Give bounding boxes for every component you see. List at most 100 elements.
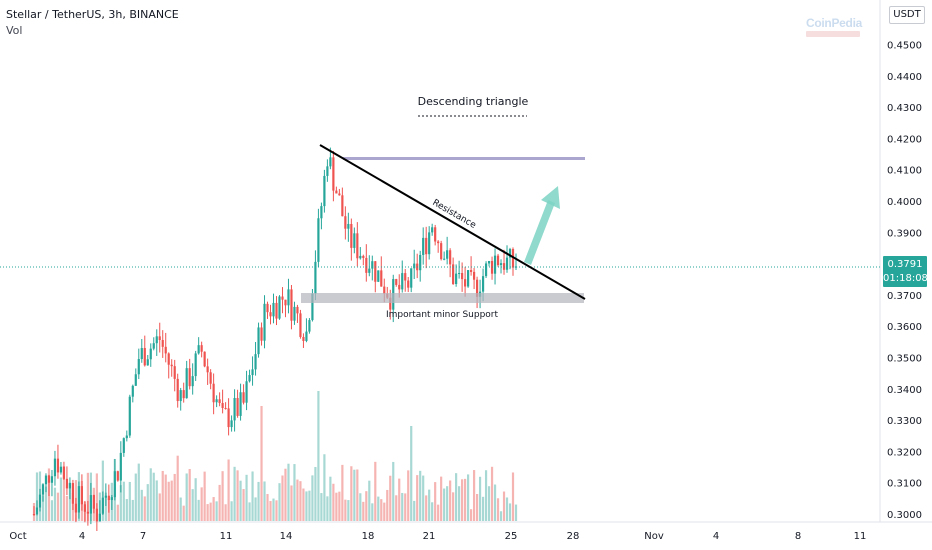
- last-price-label: 0.3791 01:18:08: [883, 256, 928, 287]
- volume-bar: [302, 488, 305, 521]
- candle-down: [437, 241, 440, 244]
- volume-bar: [440, 476, 443, 521]
- volume-bar: [233, 466, 236, 521]
- volume-bar: [514, 504, 518, 521]
- volume-bar: [143, 496, 146, 521]
- candle-up: [125, 435, 128, 439]
- volume-bar: [487, 486, 491, 521]
- candle-up: [431, 227, 434, 233]
- volume-bar: [167, 481, 170, 521]
- candle-up: [194, 353, 197, 377]
- candle-up: [410, 268, 413, 288]
- candle-up: [68, 483, 72, 489]
- candle-down: [161, 340, 164, 347]
- volume-bar: [56, 492, 60, 521]
- volume-bar: [293, 464, 296, 521]
- candle-down: [212, 383, 215, 403]
- bar-countdown: 01:18:08: [883, 273, 928, 284]
- candle-up: [329, 157, 332, 167]
- candle-down: [95, 508, 98, 522]
- coinpedia-watermark: CoinPedia: [806, 16, 868, 38]
- candle-up: [326, 166, 329, 176]
- candle-down: [350, 223, 353, 248]
- candle-up: [239, 392, 242, 416]
- volume-bar: [365, 491, 368, 521]
- volume-bar: [65, 495, 69, 521]
- price-tick-label: 0.3900: [887, 228, 922, 239]
- candle-down: [425, 237, 428, 255]
- candle-up: [368, 268, 371, 273]
- volume-bar: [401, 492, 404, 521]
- volume-bar: [251, 471, 254, 521]
- volume-bar: [185, 473, 188, 521]
- volume-bar: [490, 466, 494, 521]
- candle-down: [65, 478, 69, 489]
- time-tick-label: 21: [423, 531, 436, 542]
- time-tick-label: 14: [280, 531, 293, 542]
- candle-up: [278, 296, 281, 319]
- support-label: Important minor Support: [386, 310, 499, 320]
- volume-bar: [466, 474, 470, 521]
- volume-bar: [191, 489, 194, 521]
- volume-bar: [481, 496, 485, 521]
- time-tick-label: 8: [795, 531, 801, 542]
- candle-down: [86, 511, 89, 514]
- volume-bar: [461, 479, 464, 521]
- candle-down: [469, 270, 473, 272]
- candle-down: [449, 250, 452, 265]
- volume-bar: [386, 489, 389, 521]
- symbol-title[interactable]: Stellar / TetherUS, 3h, BINANCE: [6, 8, 179, 21]
- candle-up: [137, 359, 140, 375]
- candle-up: [413, 263, 416, 269]
- volume-bar: [428, 489, 431, 521]
- candle-down: [266, 303, 269, 313]
- candle-down: [203, 351, 206, 367]
- volume-bar: [350, 466, 353, 521]
- volume-bar: [308, 490, 311, 521]
- price-axis[interactable]: 0.4500 0.4400 0.4300 0.4200 0.4100 0.4000 0.39…: [887, 41, 922, 522]
- candle-up: [233, 398, 236, 421]
- candle-up: [179, 390, 182, 402]
- volume-indicator-label[interactable]: Vol: [6, 24, 23, 37]
- candle-up: [140, 348, 143, 360]
- candle-up: [113, 471, 116, 498]
- candle-down: [389, 297, 392, 310]
- volume-bar: [119, 485, 122, 521]
- pattern-label: Descending triangle: [418, 95, 529, 108]
- price-tick-label: 0.3500: [887, 354, 922, 365]
- volume-bar: [155, 480, 158, 521]
- time-tick-label: Nov: [644, 531, 664, 542]
- candle-up: [44, 475, 48, 485]
- volume-bar: [425, 495, 428, 521]
- volume-bar: [206, 504, 209, 521]
- candle-down: [380, 270, 383, 287]
- volume-bar: [383, 502, 386, 521]
- volume-bar: [395, 495, 398, 521]
- candle-up: [215, 399, 218, 403]
- volume-bar: [176, 455, 179, 521]
- candle-down: [434, 227, 437, 242]
- volume-bar: [344, 499, 347, 521]
- time-axis[interactable]: Oct 4 7 11 14 18 21 25 28 Nov 4 8 11: [9, 531, 866, 542]
- candle-down: [56, 458, 60, 473]
- candle-up: [38, 494, 42, 508]
- candle-up: [119, 452, 122, 481]
- candle-down: [281, 296, 284, 300]
- watermark-tagline-bar: [806, 31, 860, 37]
- candle-up: [287, 289, 290, 306]
- volume-bar: [329, 476, 332, 521]
- candle-down: [365, 257, 368, 273]
- currency-button[interactable]: USDT: [889, 6, 925, 24]
- volume-bar: [353, 469, 356, 521]
- candle-down: [296, 306, 299, 314]
- candle-up: [455, 273, 458, 285]
- candle-down: [302, 336, 305, 341]
- candle-down: [47, 475, 51, 483]
- candle-down: [92, 495, 95, 509]
- volume-bar: [472, 470, 476, 521]
- volume-bar: [374, 461, 377, 521]
- volume-bar: [398, 478, 401, 521]
- volume-bar: [326, 496, 329, 521]
- candle-up: [481, 276, 485, 292]
